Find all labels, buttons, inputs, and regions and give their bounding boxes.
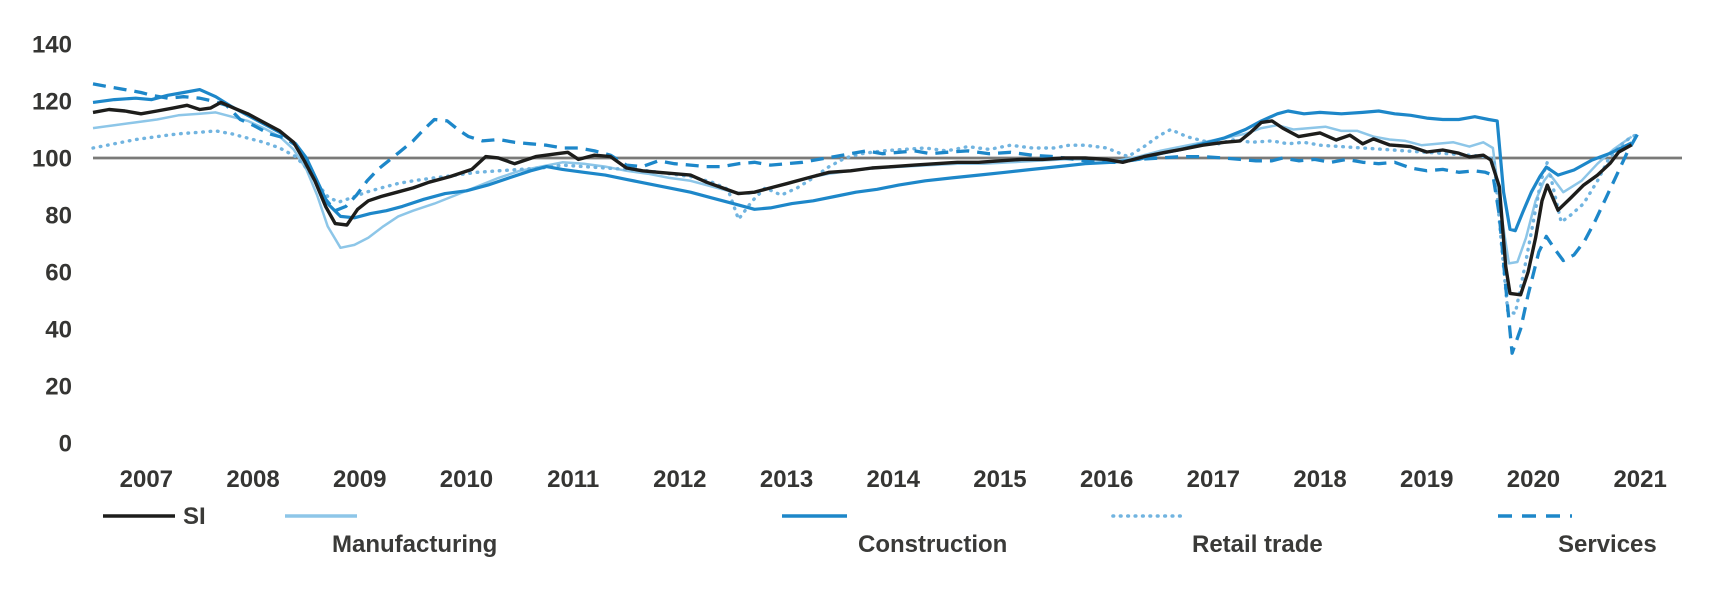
series-line-manufacturing — [92, 111, 1633, 265]
x-axis-year-label: 2011 — [547, 466, 599, 493]
legend-label-services: Services — [1558, 531, 1657, 558]
x-axis-year-label: 2010 — [440, 466, 493, 493]
y-axis-tick-label: 100 — [32, 146, 72, 173]
y-axis-tick-label: 80 — [45, 203, 72, 230]
legend-label-si: SI — [183, 503, 206, 530]
series-line-services — [92, 82, 1642, 355]
x-axis-year-label: 2013 — [760, 466, 813, 493]
x-axis-year-label: 2012 — [653, 466, 706, 493]
series-line-si — [92, 100, 1633, 297]
series-line-construction — [92, 88, 1633, 233]
y-axis-tick-label: 20 — [45, 374, 72, 401]
y-axis-tick-label: 120 — [32, 89, 72, 116]
legend-label-construction: Construction — [858, 531, 1007, 558]
x-axis-year-label: 2021 — [1613, 466, 1666, 493]
x-axis-year-label: 2016 — [1080, 466, 1133, 493]
y-axis-tick-label: 60 — [45, 260, 72, 287]
legend-label-manufacturing: Manufacturing — [332, 531, 497, 558]
x-axis-year-label: 2014 — [867, 466, 921, 493]
y-axis-tick-label: 0 — [59, 431, 72, 458]
x-axis-year-label: 2009 — [333, 466, 386, 493]
x-axis-year-label: 2020 — [1507, 466, 1560, 493]
x-axis-year-label: 2007 — [120, 466, 173, 493]
x-axis-year-label: 2015 — [973, 466, 1026, 493]
x-axis-year-label: 2008 — [226, 466, 279, 493]
x-axis-year-label: 2019 — [1400, 466, 1453, 493]
x-axis-year-label: 2018 — [1293, 466, 1346, 493]
y-axis-tick-label: 140 — [32, 32, 72, 59]
x-axis-year-label: 2017 — [1187, 466, 1240, 493]
y-axis-tick-label: 40 — [45, 317, 72, 344]
legend-label-retail-trade: Retail trade — [1192, 531, 1323, 558]
